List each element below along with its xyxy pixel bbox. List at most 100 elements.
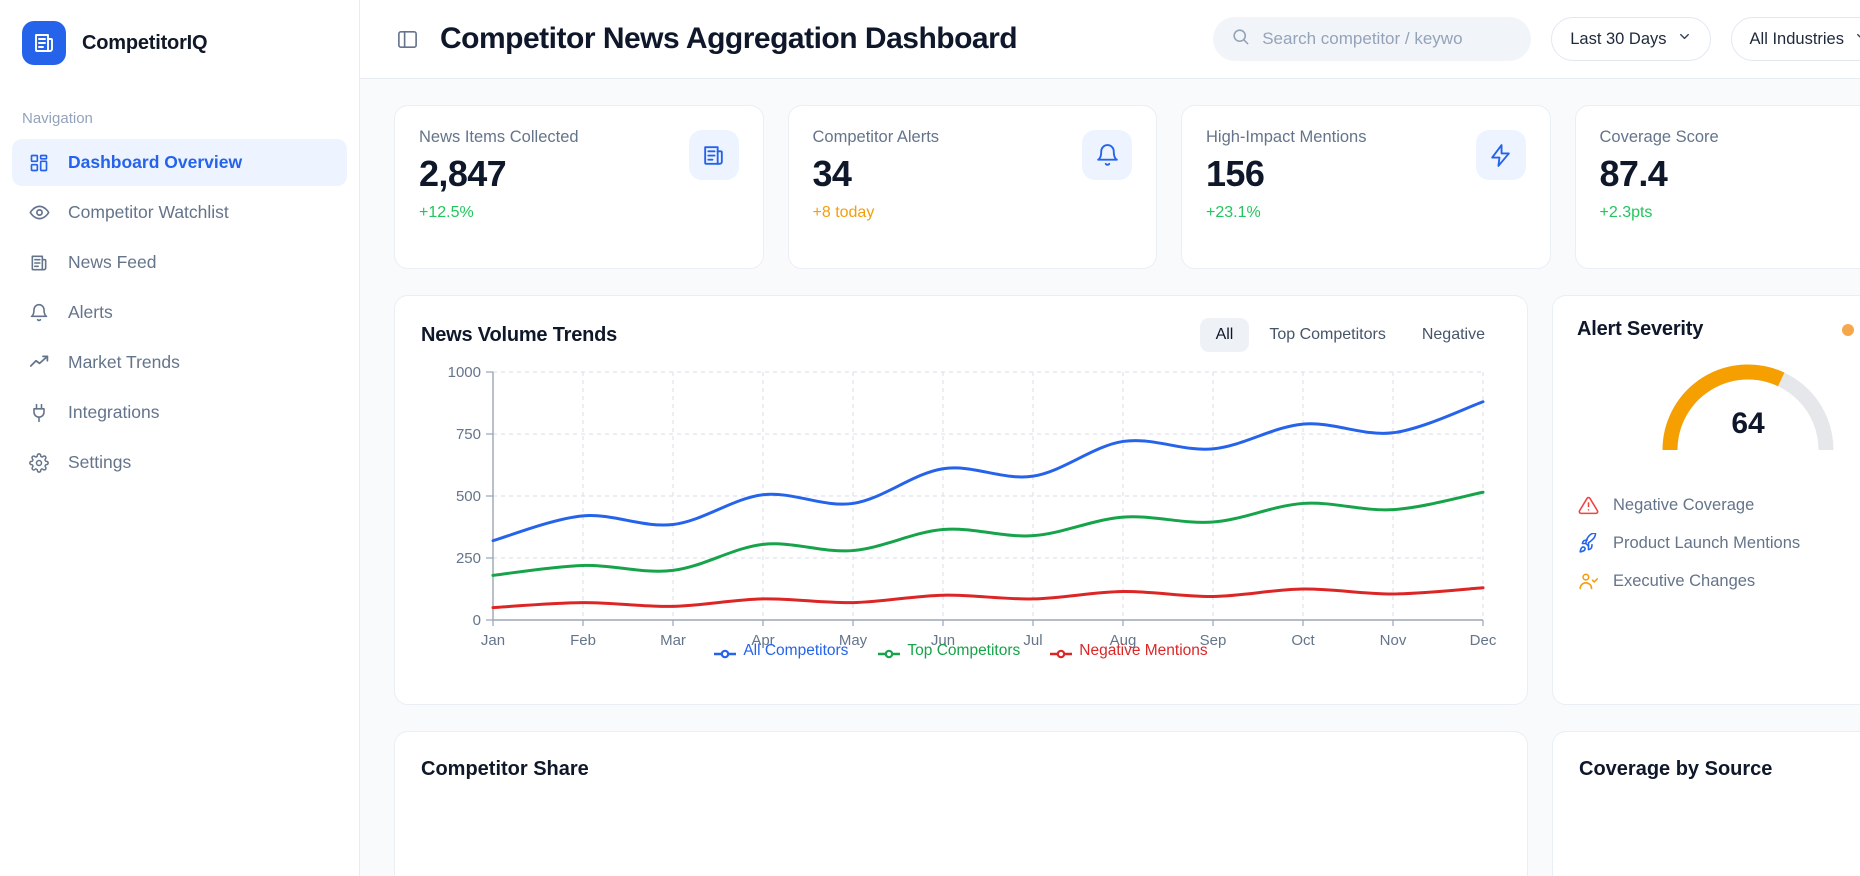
- newspaper-icon: [35, 34, 53, 52]
- severity-item-label: Executive Changes: [1613, 571, 1756, 590]
- sidebar-item-competitor-watchlist[interactable]: Competitor Watchlist: [12, 189, 347, 236]
- kpi-value: 34: [812, 153, 852, 194]
- tab-top-competitors[interactable]: Top Competitors: [1269, 326, 1386, 343]
- sidebar-item-integrations[interactable]: Integrations: [12, 389, 347, 436]
- svg-text:Sep: Sep: [1200, 632, 1227, 649]
- svg-text:250: 250: [456, 550, 481, 567]
- gauge-svg: [1662, 364, 1834, 451]
- status-badge: Medium: [1842, 321, 1860, 339]
- sidebar-item-dashboard-overview[interactable]: Dashboard Overview: [12, 139, 347, 186]
- newspaper-icon: [688, 130, 739, 180]
- news-volume-plot: 0 250 500 750 1000 Jan Feb Mar Apr May Jun Jul Aug Se…: [421, 362, 1501, 662]
- eye-icon: [28, 202, 50, 224]
- industry-filter[interactable]: All Industries: [1730, 17, 1860, 61]
- gear-icon: [28, 452, 50, 474]
- coverage-by-source-card: Coverage by Source: [1552, 731, 1860, 876]
- sidebar-item-label: Market Trends: [68, 352, 180, 372]
- sidebar-item-news-feed[interactable]: News Feed: [12, 239, 347, 286]
- panel-left-icon[interactable]: [394, 26, 420, 52]
- kpi-delta: +2.3pts: [1599, 204, 1653, 222]
- kpi-label: Coverage Score: [1599, 128, 1719, 146]
- chevron-down-icon: [1677, 29, 1692, 49]
- date-range-label: Last 30 Days: [1570, 29, 1667, 48]
- chevron-down-icon: [1854, 29, 1860, 49]
- sidebar-item-label: Competitor Watchlist: [68, 202, 229, 222]
- line-chart-svg: 0 250 500 750 1000 Jan Feb Mar Apr May Jun Jul Aug Se…: [448, 364, 1497, 649]
- sidebar: CompetitorIQ Navigation Dashboard Overvi…: [0, 0, 360, 876]
- kpi-value: 87.4: [1599, 153, 1668, 194]
- plug-icon: [28, 402, 50, 424]
- kpi-delta: +23.1%: [1206, 204, 1261, 222]
- brand[interactable]: CompetitorIQ: [0, 0, 359, 86]
- alert-severity-title: Alert Severity: [1577, 318, 1704, 340]
- kpi-delta: +8 today: [812, 204, 875, 222]
- svg-text:May: May: [839, 632, 868, 649]
- sidebar-item-label: Dashboard Overview: [68, 152, 243, 172]
- legend-label: Negative Mentions: [1079, 642, 1208, 659]
- kpi-card-high-impact-mentions[interactable]: High-Impact Mentions 156 +23.1%: [1181, 105, 1551, 269]
- severity-item-product-launch-mentions[interactable]: Product Launch Mentions 8: [1577, 524, 1860, 562]
- legend-swatch: [714, 646, 737, 659]
- svg-text:Dec: Dec: [1470, 632, 1497, 649]
- kpi-label: News Items Collected: [419, 128, 579, 146]
- severity-item-label: Negative Coverage: [1613, 495, 1755, 514]
- chart-legend: All Competitors Top Competitors: [421, 642, 1501, 660]
- app-logo: [22, 21, 66, 65]
- sidebar-item-label: News Feed: [68, 252, 157, 272]
- sidebar-item-settings[interactable]: Settings: [12, 439, 347, 486]
- legend-swatch: [1050, 646, 1073, 659]
- chart-header: News Volume Trends All Top Competitors N…: [421, 318, 1501, 352]
- tab-negative[interactable]: Negative: [1421, 326, 1485, 343]
- alert-severity-header: Alert Severity Medium: [1577, 318, 1860, 341]
- legend-item-negative-mentions[interactable]: Negative Mentions: [1050, 642, 1208, 660]
- bolt-icon: [1475, 130, 1526, 180]
- sidebar-item-alerts[interactable]: Alerts: [12, 289, 347, 336]
- coverage-by-source-title: Coverage by Source: [1579, 758, 1773, 780]
- svg-text:Mar: Mar: [660, 632, 686, 649]
- search-input[interactable]: Search competitor / keywo: [1213, 17, 1532, 61]
- severity-item-executive-changes[interactable]: Executive Changes 3: [1577, 562, 1860, 600]
- kpi-value: 2,847: [419, 153, 507, 194]
- bottom-cards-row: Competitor Share Coverage by Source: [394, 731, 1860, 876]
- user-check-icon: [1577, 570, 1599, 592]
- tab-all[interactable]: All: [1199, 318, 1250, 352]
- trending-up-icon: [28, 352, 50, 374]
- sidebar-item-label: Alerts: [68, 302, 113, 322]
- chart-title: News Volume Trends: [421, 323, 618, 346]
- svg-text:Nov: Nov: [1380, 632, 1407, 649]
- svg-text:1000: 1000: [448, 364, 481, 381]
- kpi-row: News Items Collected 2,847 +12.5% Compet…: [394, 105, 1860, 269]
- svg-text:Feb: Feb: [570, 632, 596, 649]
- topbar: Competitor News Aggregation Dashboard Se…: [360, 0, 1860, 79]
- grid-icon: [28, 152, 50, 174]
- severity-gauge: 64: [1577, 355, 1860, 460]
- competitor-share-title: Competitor Share: [421, 758, 589, 780]
- severity-item-negative-coverage[interactable]: Negative Coverage 12: [1577, 486, 1860, 524]
- sidebar-item-label: Integrations: [68, 402, 160, 422]
- kpi-card-competitor-alerts[interactable]: Competitor Alerts 34 +8 today: [787, 105, 1157, 269]
- sidebar-item-market-trends[interactable]: Market Trends: [12, 339, 347, 386]
- svg-text:Oct: Oct: [1291, 632, 1315, 649]
- kpi-label: Competitor Alerts: [812, 128, 940, 146]
- legend-label: Top Competitors: [907, 642, 1021, 659]
- competitor-share-card: Competitor Share: [394, 731, 1528, 876]
- legend-item-top-competitors[interactable]: Top Competitors: [878, 642, 1020, 660]
- svg-text:Aug: Aug: [1110, 632, 1137, 649]
- rocket-icon: [1577, 532, 1599, 554]
- kpi-card-coverage-score[interactable]: Coverage Score 87.4 +2.3pts: [1574, 105, 1860, 269]
- sidebar-nav: Dashboard Overview Competitor Watchlist: [0, 139, 359, 486]
- severity-breakdown-list: Negative Coverage 12 Prod: [1577, 486, 1860, 600]
- svg-text:750: 750: [456, 426, 481, 443]
- chart-tab-group: All Top Competitors Negative: [1199, 318, 1501, 352]
- bell-icon: [28, 302, 50, 324]
- kpi-card-news-items-collected[interactable]: News Items Collected 2,847 +12.5%: [394, 105, 764, 269]
- legend-item-all-competitors[interactable]: All Competitors: [714, 642, 848, 660]
- news-volume-trends-card: News Volume Trends All Top Competitors N…: [394, 295, 1528, 705]
- kpi-value: 156: [1206, 153, 1265, 194]
- gauge-value: 64: [1731, 407, 1765, 440]
- status-dot-icon: [1842, 323, 1855, 336]
- search-icon: [1231, 27, 1250, 51]
- nav-section-heading: Navigation: [22, 110, 93, 127]
- date-range-filter[interactable]: Last 30 Days: [1551, 17, 1711, 61]
- kpi-delta: +12.5%: [419, 204, 474, 222]
